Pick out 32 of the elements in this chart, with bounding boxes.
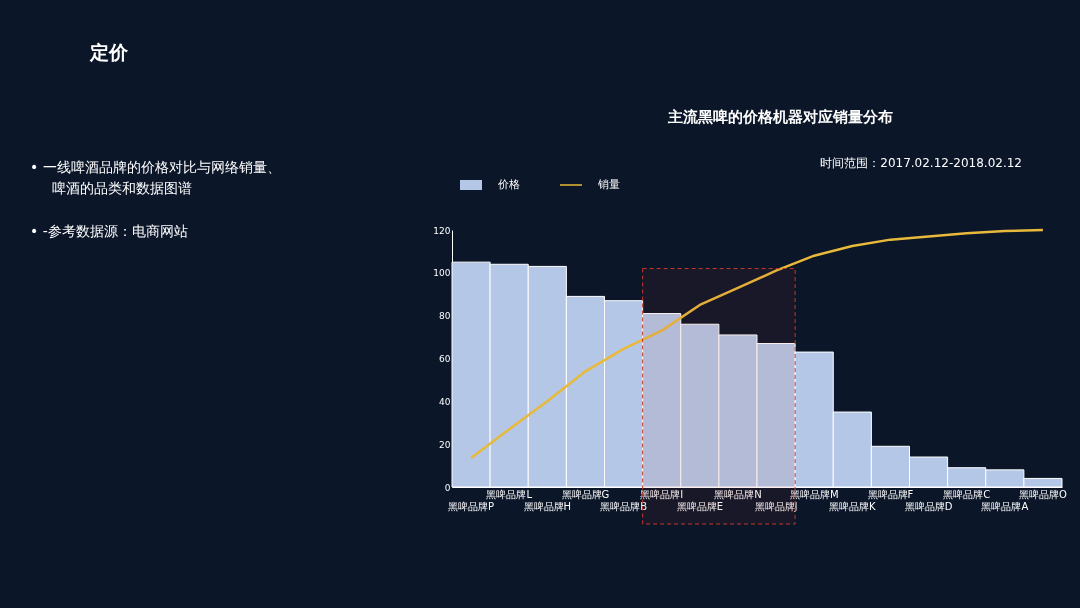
y-tick-label: 60 [439, 354, 451, 364]
y-tick-label: 40 [439, 396, 451, 407]
y-tick-label: 100 [433, 268, 451, 279]
x-tick-label: 黑啤品牌O [1019, 488, 1067, 500]
x-tick-label: 黑啤品牌L [486, 488, 533, 500]
x-tick-label: 黑啤品牌C [943, 488, 991, 500]
x-tick-label: 黑啤品牌J [754, 500, 798, 512]
chart-title: 主流黑啤的价格机器对应销量分布 [666, 108, 893, 126]
y-tick-label: 0 [444, 482, 451, 493]
text: • 一线啤酒品牌的价格对比与网络销量、 [30, 159, 281, 175]
legend-label: 销量 [597, 178, 620, 191]
x-tick-label: 黑啤品牌E [676, 500, 723, 512]
legend-label: 价格 [497, 178, 520, 191]
y-tick-label: 20 [439, 439, 451, 450]
chart-subtitle: 时间范围：2017.02.12-2018.02.12 [820, 156, 1022, 170]
y-tick-label: 80 [439, 311, 451, 322]
x-tick-label: 黑啤品牌G [561, 488, 610, 500]
x-tick-label: 黑啤品牌I [640, 488, 684, 500]
line-series [469, 228, 1045, 460]
x-tick-label: 黑啤品牌H [523, 500, 572, 512]
text: 定价 [89, 41, 129, 63]
x-tick-label: 黑啤品牌P [448, 500, 495, 512]
x-tick-label: 黑啤品牌N [714, 488, 762, 500]
x-tick-label: 黑啤品牌B [600, 500, 648, 512]
y-tick-label: 120 [433, 225, 451, 236]
x-tick-label: 黑啤品牌D [904, 500, 953, 512]
x-tick-label: 黑啤品牌F [867, 488, 914, 500]
x-tick-label: 黑啤品牌M [789, 488, 839, 500]
x-tick-label: 黑啤品牌A [981, 500, 1029, 512]
text: • -参考数据源：电商网站 [30, 223, 188, 239]
x-tick-label: 黑啤品牌K [829, 500, 877, 512]
text: 啤酒的品类和数据图谱 [52, 180, 192, 196]
